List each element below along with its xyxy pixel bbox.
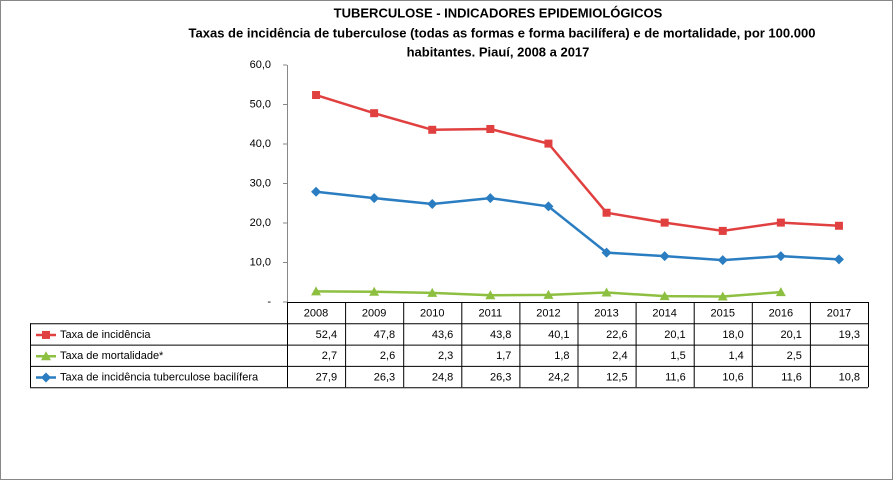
table-value: 2,5 [787,350,802,362]
table-value: 2,3 [438,350,453,362]
table-value: 20,1 [780,329,801,341]
table-value: 24,2 [548,371,569,383]
marker [717,255,728,266]
table-value: 43,8 [490,329,511,341]
chart-subtitle: habitantes. Piauí, 2008 a 2017 [407,44,590,59]
table-value: 20,1 [664,329,685,341]
marker [775,251,786,262]
marker [369,193,380,204]
marker [543,289,554,299]
marker [486,124,495,133]
y-tick-label: 10,0 [250,256,271,268]
marker [602,208,611,217]
legend-label: Taxa de incidência tuberculose bacilífer… [60,371,259,383]
table-value: 24,8 [432,371,453,383]
y-tick-label: - [267,296,271,308]
marker [718,226,727,235]
y-tick-label: 50,0 [250,98,271,110]
legend-marker [42,330,50,339]
x-tick-label: 2012 [536,308,560,320]
table-value: 26,3 [490,371,511,383]
marker [717,291,728,301]
x-tick-label: 2014 [652,308,676,320]
marker [311,286,322,296]
table-value: 1,8 [554,350,569,362]
legend-label: Taxa de mortalidade* [60,350,164,362]
marker [833,254,844,265]
legend-marker [41,372,51,383]
table-value: 22,6 [606,329,627,341]
marker [543,201,554,212]
marker [311,186,322,197]
x-tick-label: 2008 [304,308,328,320]
marker [428,125,437,134]
table-value: 18,0 [722,329,743,341]
table-value: 2,7 [322,350,337,362]
table-value: 47,8 [374,329,395,341]
x-tick-label: 2010 [420,308,444,320]
y-tick-label: 20,0 [250,217,271,229]
y-tick-label: 40,0 [250,138,271,150]
table-value: 11,6 [781,371,802,383]
marker [659,251,670,262]
marker [659,291,670,301]
marker [776,218,785,227]
table-value: 12,5 [606,371,627,383]
series-line [315,190,840,262]
marker [775,287,786,297]
marker [369,286,380,296]
x-tick-label: 2016 [769,308,793,320]
table-value: 26,3 [374,371,395,383]
table-value: 19,3 [839,329,860,341]
x-tick-label: 2017 [827,308,851,320]
series-line [315,93,840,233]
legend-label: Taxa de incidência [60,329,151,341]
marker [660,218,669,227]
marker [312,91,321,100]
marker [427,199,438,210]
chart-title: TUBERCULOSE - INDICADORES EPIDEMIOLÓGICO… [334,5,663,20]
x-tick-label: 2013 [594,308,618,320]
marker [485,193,496,204]
x-tick-label: 2015 [711,308,735,320]
marker [544,139,553,148]
table-value: 43,6 [432,329,453,341]
table-value: 40,1 [548,329,569,341]
x-tick-label: 2009 [362,308,386,320]
y-tick-label: 30,0 [250,177,271,189]
table-value: 52,4 [316,329,337,341]
table-value: 10,8 [839,371,860,383]
table-value: 1,4 [729,350,744,362]
table-value: 1,7 [496,350,511,362]
x-tick-label: 2011 [479,308,503,320]
table-value: 10,6 [722,371,743,383]
table-value: 11,6 [665,371,686,383]
chart-subtitle: Taxas de incidência de tuberculose (toda… [189,25,816,40]
marker [601,287,612,297]
legend-marker [41,351,51,361]
marker [834,221,843,230]
table-value: 2,4 [612,350,627,362]
table-value: 1,5 [670,350,685,362]
y-tick-label: 60,0 [250,59,271,71]
marker [427,287,438,297]
table-value: 27,9 [316,371,337,383]
marker [485,290,496,300]
marker [601,247,612,258]
marker [370,109,379,118]
table-value: 2,6 [380,350,395,362]
